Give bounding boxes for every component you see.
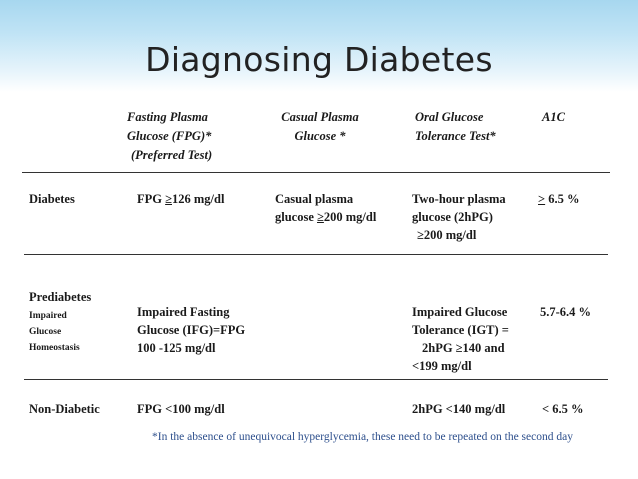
fpg-prefix: FPG (137, 192, 166, 206)
ogtt-line: Tolerance (IGT) = (412, 323, 509, 337)
fpg-line: Impaired Fasting (137, 305, 230, 319)
diabetes-ogtt: Two-hour plasma glucose (2hPG) ≥200 mg/d… (412, 190, 506, 244)
header-a1c: A1C (542, 110, 565, 124)
a1c-value: 6.5 % (545, 192, 580, 206)
diabetes-fpg: FPG ≥126 mg/dl (137, 190, 224, 208)
header-fpg: Fasting Plasma Glucose (FPG)* (Preferred… (127, 108, 212, 165)
ogtt-line: ≥200 mg/dl (417, 228, 477, 242)
ogtt-line: Impaired Glucose (412, 305, 508, 319)
nondiabetic-a1c: < 6.5 % (542, 402, 584, 416)
header-fpg-line: (Preferred Test) (131, 148, 213, 162)
prediabetes-a1c: 5.7-6.4 % (540, 305, 592, 319)
ge-symbol: ≥ (165, 192, 172, 206)
prediabetes-ogtt: Impaired Glucose Tolerance (IGT) = 2hPG … (412, 303, 509, 375)
casual-value: 200 mg/dl (323, 210, 377, 224)
row-label-prediabetes: Prediabetes Impaired Glucose Homeostasis (29, 288, 91, 356)
row-label-nondiabetic: Non-Diabetic (29, 402, 100, 416)
prediabetes-sublabel: Glucose (29, 327, 62, 337)
prediabetes-sublabel: Impaired (29, 311, 67, 321)
header-fpg-line: Fasting Plasma (127, 110, 208, 124)
header-casual: Casual Plasma Glucose * (275, 108, 365, 146)
ge-symbol: ≥ (317, 210, 324, 224)
title-banner (0, 0, 638, 92)
ogtt-line: 2hPG ≥140 and (422, 341, 505, 355)
casual-prefix: glucose (275, 210, 318, 224)
ogtt-line: glucose (2hPG) (412, 210, 493, 224)
casual-line: glucose ≥200 mg/dl (275, 208, 376, 226)
ogtt-line: <199 mg/dl (412, 359, 472, 373)
nondiabetic-ogtt: 2hPG <140 mg/dl (412, 402, 506, 416)
prediabetes-label: Prediabetes (29, 290, 92, 304)
header-fpg-line: Glucose (FPG)* (127, 129, 212, 143)
divider (24, 379, 608, 380)
header-ogtt: Oral Glucose Tolerance Test* (415, 108, 496, 146)
casual-line: Casual plasma (275, 192, 354, 206)
gt-symbol: > (538, 192, 546, 206)
header-casual-line: Glucose * (294, 129, 346, 143)
header-ogtt-line: Oral Glucose (415, 110, 484, 124)
prediabetes-fpg: Impaired Fasting Glucose (IFG)=FPG 100 -… (137, 303, 245, 357)
slide-title: Diagnosing Diabetes (145, 40, 493, 79)
ogtt-line: Two-hour plasma (412, 192, 506, 206)
fpg-line: 100 -125 mg/dl (137, 341, 216, 355)
divider (24, 254, 608, 255)
footnote: *In the absence of unequivocal hyperglyc… (152, 431, 573, 443)
diabetes-casual: Casual plasma glucose ≥200 mg/dl (275, 190, 376, 226)
prediabetes-sublabel: Homeostasis (29, 343, 80, 353)
header-ogtt-line: Tolerance Test* (415, 129, 496, 143)
fpg-line: Glucose (IFG)=FPG (137, 323, 246, 337)
diabetes-a1c: > 6.5 % (538, 190, 580, 208)
fpg-value: 126 mg/dl (172, 192, 225, 206)
row-label-diabetes: Diabetes (29, 192, 75, 206)
nondiabetic-fpg: FPG <100 mg/dl (137, 402, 225, 416)
header-casual-line: Casual Plasma (281, 110, 359, 124)
divider (22, 172, 610, 173)
